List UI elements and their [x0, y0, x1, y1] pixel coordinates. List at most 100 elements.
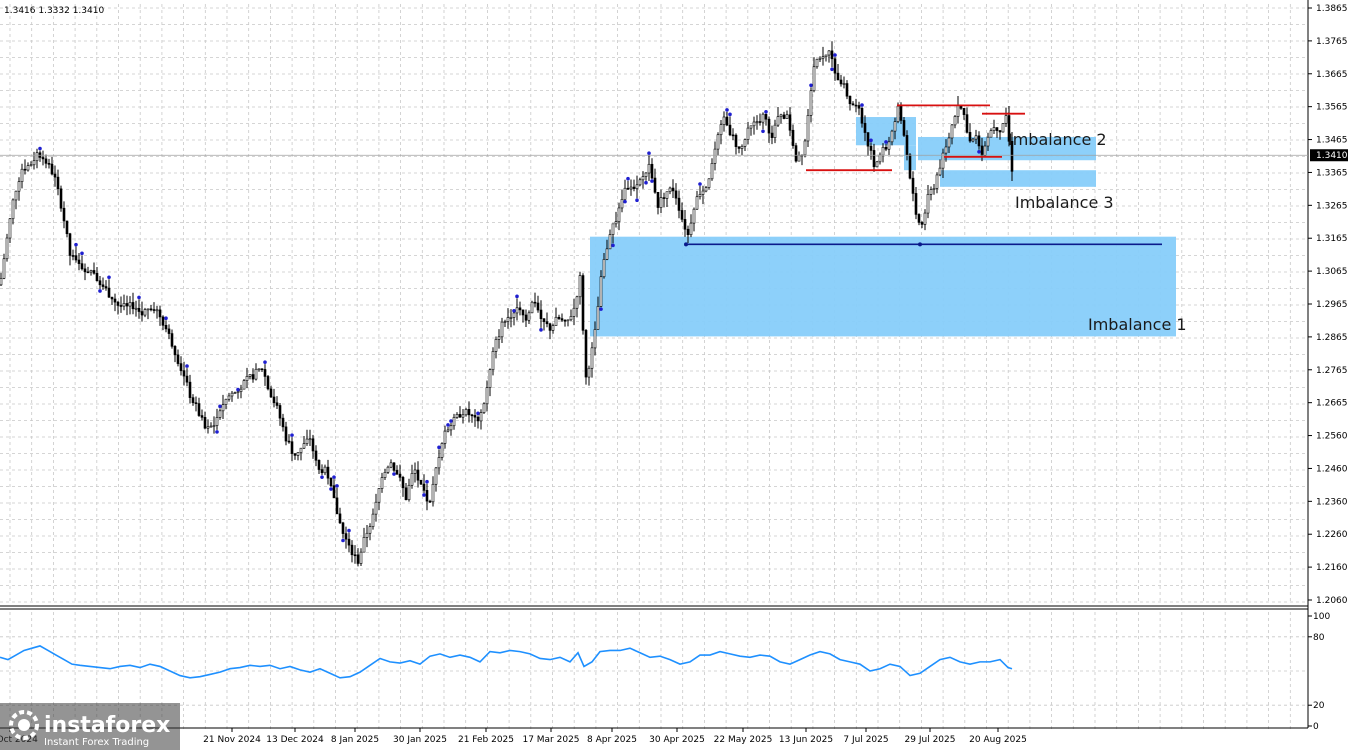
candle-body: [389, 462, 393, 468]
candle-body: [839, 79, 843, 85]
candle-body: [20, 168, 24, 182]
candle-body: [56, 176, 60, 190]
imbalance-zone: [940, 170, 1096, 187]
candle-body: [5, 237, 9, 260]
candle-body: [437, 457, 441, 469]
candle-body: [269, 388, 273, 398]
candle-body: [302, 443, 306, 449]
candle-body: [674, 190, 678, 199]
candle-body: [146, 308, 150, 311]
fractal-marker: [392, 472, 396, 476]
candle-body: [851, 103, 855, 106]
candle-body: [635, 184, 639, 189]
candle-body: [173, 346, 177, 356]
candle-body: [641, 176, 645, 181]
candle-body: [98, 280, 102, 286]
candle-body: [191, 397, 195, 403]
candle-body: [854, 104, 858, 107]
candle-body: [155, 309, 159, 312]
candle-body: [1010, 141, 1014, 172]
candle-body: [197, 403, 201, 416]
candle-body: [485, 387, 489, 405]
candle-body: [464, 409, 468, 416]
candle-body: [626, 187, 630, 190]
candle-body: [284, 426, 288, 442]
candle-body: [569, 316, 573, 321]
candle-body: [983, 145, 987, 157]
candle-body: [452, 417, 456, 427]
candle-body: [359, 551, 363, 564]
candle-body: [149, 308, 153, 311]
time-tick-label: 8 Apr 2025: [587, 735, 637, 745]
candle-body: [683, 219, 687, 230]
candle-body: [428, 500, 432, 503]
candle-body: [449, 425, 453, 431]
fractal-marker: [341, 538, 345, 543]
candle-body: [944, 146, 948, 154]
candle-body: [458, 414, 462, 418]
candle-body: [479, 412, 483, 422]
candle-body: [1001, 123, 1005, 133]
candles: [0, 41, 1014, 567]
candle-body: [764, 113, 768, 120]
candle-body: [296, 452, 300, 456]
candle-body: [263, 369, 267, 377]
rsi-tick-label: 80: [1313, 633, 1325, 643]
candle-body: [503, 321, 507, 323]
rsi-tick-label: 0: [1313, 722, 1319, 732]
price-tick-label: 1.3365: [1316, 168, 1348, 178]
time-tick-label: 29 Jul 2025: [905, 735, 956, 745]
candle-body: [440, 443, 444, 458]
imbalance-label: Imbalance 3: [1015, 193, 1114, 212]
candle-body: [476, 416, 480, 422]
fractal-marker: [698, 182, 702, 186]
candle-body: [758, 121, 762, 123]
candle-body: [788, 114, 792, 131]
candle-body: [92, 270, 96, 274]
candle-body: [122, 303, 126, 307]
time-tick-label: 17 Mar 2025: [522, 735, 579, 745]
candle-body: [647, 163, 651, 174]
candle-body: [545, 321, 549, 325]
price-tick-label: 1.2460: [1316, 464, 1348, 474]
candle-body: [62, 207, 66, 222]
price-tick-label: 1.2560: [1316, 432, 1348, 442]
candle-body: [599, 276, 603, 307]
fractal-marker: [626, 176, 630, 181]
candle-body: [245, 376, 249, 381]
price-tick-label: 1.3665: [1316, 70, 1348, 80]
candle-body: [14, 190, 18, 201]
candle-body: [182, 370, 186, 377]
candle-body: [320, 469, 324, 474]
candle-body: [731, 134, 735, 137]
candle-body: [542, 318, 546, 322]
candle-body: [602, 259, 606, 278]
candle-body: [350, 544, 354, 556]
candle-body: [89, 270, 93, 273]
candle-body: [575, 296, 579, 309]
fractal-marker: [512, 308, 516, 313]
candle-body: [506, 317, 510, 322]
candle-body: [299, 447, 303, 453]
candle-body: [749, 125, 753, 129]
candle-body: [470, 414, 474, 417]
candle-body: [200, 415, 204, 418]
candle-body: [335, 497, 339, 515]
candle-body: [443, 430, 447, 444]
candle-body: [791, 129, 795, 146]
price-tick-label: 1.3765: [1316, 37, 1348, 47]
candle-body: [998, 130, 1002, 133]
candle-body: [134, 307, 138, 310]
candle-body: [689, 222, 693, 236]
candle-body: [524, 314, 528, 321]
candle-body: [383, 471, 387, 478]
fractal-marker: [830, 67, 834, 72]
fractal-marker: [860, 103, 864, 107]
fractal-marker: [647, 151, 651, 156]
price-tick-label: 1.2865: [1316, 333, 1348, 343]
candle-body: [671, 187, 675, 192]
candle-body: [905, 135, 909, 156]
price-tick-label: 1.3565: [1316, 103, 1348, 113]
